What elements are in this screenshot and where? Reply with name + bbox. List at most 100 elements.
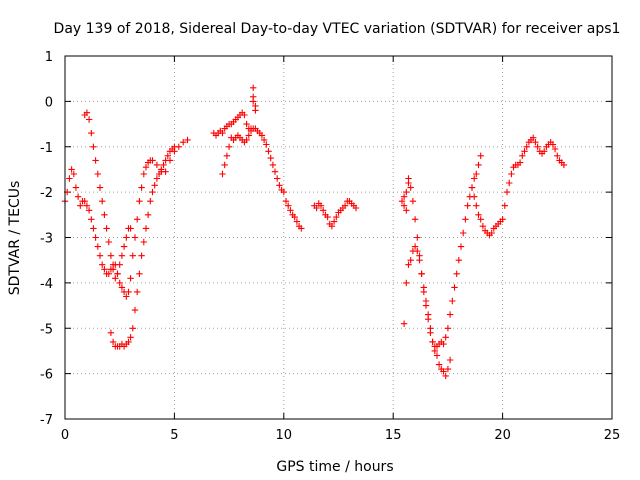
data-point — [90, 225, 97, 232]
data-point — [118, 252, 126, 259]
data-point — [560, 161, 568, 169]
data-point — [475, 161, 482, 169]
data-point — [155, 170, 163, 178]
y-tick-label: -5 — [40, 322, 53, 337]
data-point — [324, 213, 331, 221]
data-point — [99, 261, 106, 268]
data-point — [416, 257, 423, 264]
data-point — [123, 293, 130, 300]
data-point — [83, 109, 91, 116]
data-point — [101, 266, 108, 273]
data-point — [142, 164, 150, 171]
data-point — [282, 198, 290, 205]
data-point — [477, 152, 484, 159]
data-point — [125, 288, 132, 296]
data-point — [171, 143, 178, 150]
data-point — [287, 207, 294, 214]
x-tick-label: 20 — [494, 428, 511, 443]
data-point — [333, 213, 340, 221]
data-point — [449, 297, 456, 305]
axis-ticks: 0 5 10 15 20 25 -7 -6 -5 -4 -3 -2 -1 0 1 — [40, 50, 620, 443]
data-point — [530, 134, 537, 141]
data-point — [101, 211, 108, 218]
data-point — [499, 216, 506, 223]
y-tick-label: 0 — [45, 95, 53, 110]
data-point — [74, 193, 82, 200]
data-point — [411, 243, 419, 250]
data-point — [252, 107, 259, 114]
data-point — [138, 184, 145, 191]
data-point — [120, 243, 128, 250]
data-point — [158, 166, 165, 173]
y-tick-label: -3 — [40, 232, 53, 247]
data-point — [88, 216, 95, 223]
data-point — [549, 141, 557, 148]
data-point — [317, 202, 325, 209]
data-point — [440, 368, 447, 375]
y-tick-label: -4 — [40, 277, 53, 292]
data-point — [140, 238, 147, 246]
data-point — [147, 198, 154, 205]
data-point — [433, 352, 441, 359]
x-tick-label: 0 — [61, 428, 69, 443]
data-point — [313, 204, 320, 212]
data-point — [105, 270, 112, 277]
data-point — [68, 166, 75, 173]
data-point — [99, 198, 106, 205]
data-point — [320, 207, 327, 214]
data-point — [446, 311, 454, 318]
data-point — [506, 179, 513, 187]
data-point — [118, 284, 126, 291]
data-point — [219, 129, 226, 137]
data-point — [519, 152, 526, 159]
data-point — [488, 229, 495, 237]
data-point — [127, 275, 134, 282]
data-point — [162, 157, 169, 164]
data-point — [427, 325, 434, 332]
data-point — [260, 136, 268, 144]
data-point — [221, 161, 228, 169]
data-point — [551, 145, 559, 153]
data-point — [247, 127, 255, 135]
data-point — [103, 225, 110, 232]
chart-title: Day 139 of 2018, Sidereal Day-to-day VTE… — [54, 21, 621, 37]
data-point — [403, 188, 410, 196]
data-point — [440, 340, 447, 348]
data-point — [164, 152, 171, 159]
data-point — [153, 175, 161, 182]
data-point — [444, 365, 452, 373]
data-point — [134, 216, 141, 223]
grid-lines — [65, 56, 612, 419]
data-point — [149, 157, 156, 164]
data-point — [129, 252, 136, 259]
data-point — [70, 170, 77, 178]
data-point — [162, 168, 169, 175]
data-point — [271, 168, 279, 175]
data-point — [160, 161, 167, 169]
data-point — [81, 198, 88, 205]
data-point — [516, 159, 524, 166]
data-point — [66, 175, 73, 182]
data-point — [400, 320, 408, 327]
data-point — [92, 234, 99, 241]
x-tick-label: 25 — [604, 428, 621, 443]
data-point — [405, 175, 412, 182]
data-point — [94, 243, 101, 250]
data-point — [403, 279, 410, 287]
data-points — [61, 84, 568, 380]
data-point — [464, 202, 471, 209]
data-point — [418, 270, 425, 277]
data-point — [88, 129, 95, 137]
data-point — [468, 184, 476, 191]
data-point — [131, 234, 139, 241]
data-point — [508, 170, 515, 178]
data-point — [475, 211, 482, 218]
data-point — [403, 207, 410, 214]
y-tick-label: -7 — [40, 413, 53, 428]
data-point — [184, 136, 191, 144]
data-point — [479, 223, 487, 230]
data-point — [223, 152, 231, 159]
data-point — [142, 225, 150, 232]
data-point — [411, 216, 419, 223]
data-point — [442, 334, 449, 341]
